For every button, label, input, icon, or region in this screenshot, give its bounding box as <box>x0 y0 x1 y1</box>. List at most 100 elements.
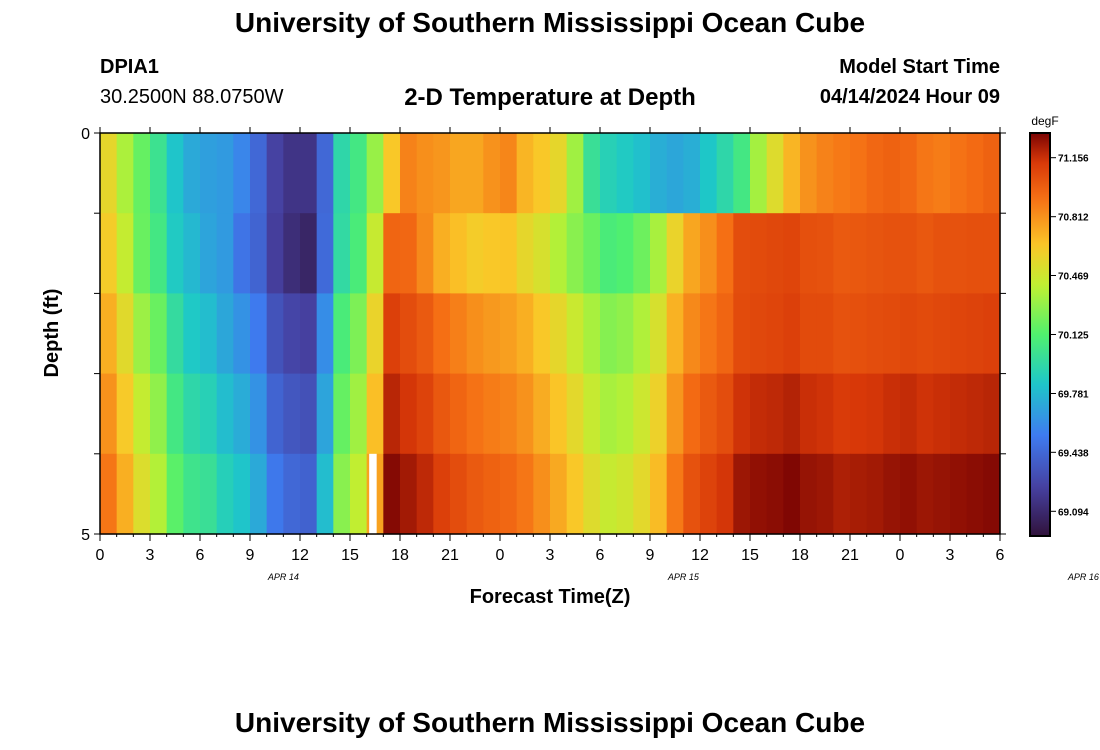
heatmap-cell <box>750 213 768 294</box>
heatmap-cell <box>600 453 618 535</box>
heatmap-cell <box>600 373 618 455</box>
heatmap-cell <box>800 373 818 455</box>
heatmap-cell <box>916 373 934 455</box>
heatmap-cell <box>616 133 634 214</box>
x-tick-label: 3 <box>946 547 955 564</box>
heatmap-cell <box>883 373 901 455</box>
heatmap-cell <box>100 293 118 375</box>
heatmap-cell <box>200 453 218 535</box>
x-tick-label: 0 <box>96 547 105 564</box>
x-tick-label: 18 <box>391 547 409 564</box>
colorbar-scale <box>1029 132 1051 537</box>
heatmap-cell <box>350 293 368 375</box>
heatmap-cell <box>433 133 451 214</box>
heatmap-cell <box>266 213 284 294</box>
heatmap-cell <box>916 213 934 294</box>
heatmap-cell <box>233 373 251 455</box>
x-tick-label: 9 <box>246 547 255 564</box>
heatmap-cell <box>966 213 984 294</box>
heatmap-cell <box>483 293 501 375</box>
heatmap-cell <box>650 373 668 455</box>
heatmap-cell <box>900 373 918 455</box>
colorbar-tick-label: 70.125 <box>1058 331 1089 342</box>
y-tick-label: 0 <box>81 126 90 143</box>
heatmap-cell <box>416 453 434 535</box>
colorbar-tick-label: 69.781 <box>1058 389 1089 400</box>
heatmap-cell <box>483 133 501 214</box>
heatmap-cell <box>916 293 934 375</box>
x-tick-label: 9 <box>646 547 655 564</box>
heatmap-cell <box>216 213 234 294</box>
heatmap-cell <box>516 453 534 535</box>
heatmap-cell <box>816 453 834 535</box>
heatmap-cell <box>400 213 418 294</box>
colorbar-tick-label: 70.469 <box>1058 272 1089 283</box>
heatmap-cell <box>833 293 851 375</box>
colorbar-tick-label: 71.156 <box>1058 154 1089 165</box>
heatmap-cell <box>700 213 718 294</box>
heatmap-cell <box>783 213 801 294</box>
heatmap-cell <box>516 293 534 375</box>
heatmap-cell <box>500 213 518 294</box>
heatmap-cell <box>883 213 901 294</box>
heatmap-cell <box>100 373 118 455</box>
heatmap-cell <box>866 373 884 455</box>
x-tick-label: 6 <box>596 547 605 564</box>
x-tick-label: 3 <box>146 547 155 564</box>
heatmap-cell <box>883 293 901 375</box>
heatmap-cell <box>300 213 318 294</box>
heatmap-cell <box>383 373 401 455</box>
heatmap-cell <box>783 133 801 214</box>
heatmap-cell <box>633 133 651 214</box>
heatmap-cell <box>383 293 401 375</box>
heatmap-cell <box>466 373 484 455</box>
heatmap-cell <box>100 133 118 214</box>
heatmap-cell <box>283 293 301 375</box>
heatmap-cell <box>933 133 951 214</box>
heatmap-cell <box>983 373 1001 455</box>
heatmap-cell <box>866 453 884 535</box>
heatmap-cell <box>966 293 984 375</box>
heatmap-cell <box>833 213 851 294</box>
heatmap-cell <box>583 373 601 455</box>
heatmap-cell <box>450 293 468 375</box>
colorbar-unit: degF <box>1031 114 1058 128</box>
heatmap-cell <box>300 133 318 214</box>
heatmap-cell <box>250 293 268 375</box>
heatmap-cell <box>483 453 501 535</box>
heatmap-cell <box>966 133 984 214</box>
model-start-label: Model Start Time <box>839 56 1000 78</box>
heatmap-cell <box>116 293 134 375</box>
heatmap-cell <box>150 293 168 375</box>
heatmap-cell <box>533 213 551 294</box>
heatmap-cell <box>516 133 534 214</box>
heatmap-cell <box>800 293 818 375</box>
heatmap-cell <box>700 133 718 214</box>
heatmap-cell <box>266 453 284 535</box>
heatmap-cell <box>500 453 518 535</box>
heatmap-cell <box>550 293 568 375</box>
heatmap-cell <box>733 293 751 375</box>
heatmap-cell <box>283 373 301 455</box>
heatmap-cell <box>516 213 534 294</box>
heatmap-cell <box>650 453 668 535</box>
heatmap-cell <box>300 453 318 535</box>
heatmap-cell <box>616 213 634 294</box>
heatmap-cell <box>366 133 384 214</box>
heatmap-cell <box>433 373 451 455</box>
page-title: University of Southern Mississippi Ocean… <box>234 7 866 38</box>
heatmap-cell <box>550 373 568 455</box>
heatmap-cell <box>950 133 968 214</box>
footer-title: University of Southern Mississippi Ocean… <box>234 707 866 738</box>
heatmap-cell <box>850 213 868 294</box>
heatmap-cell <box>383 453 401 535</box>
heatmap-cell <box>750 453 768 535</box>
heatmap-cell <box>816 213 834 294</box>
heatmap-cell <box>583 213 601 294</box>
heatmap-cell <box>933 373 951 455</box>
heatmap-cell <box>733 213 751 294</box>
x-tick-label: 21 <box>441 547 459 564</box>
station-id: DPIA1 <box>100 56 159 78</box>
heatmap-cell <box>866 133 884 214</box>
x-tick-label: 15 <box>341 547 359 564</box>
